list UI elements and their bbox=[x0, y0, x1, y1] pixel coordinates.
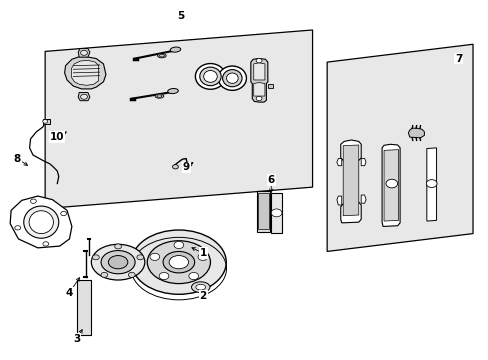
Text: 6: 6 bbox=[267, 175, 274, 185]
Ellipse shape bbox=[191, 282, 209, 293]
Text: 4: 4 bbox=[66, 288, 73, 297]
Polygon shape bbox=[361, 158, 366, 166]
Polygon shape bbox=[326, 44, 472, 251]
Polygon shape bbox=[253, 63, 264, 80]
Text: 2: 2 bbox=[199, 291, 206, 301]
Ellipse shape bbox=[195, 64, 225, 89]
Ellipse shape bbox=[163, 251, 194, 273]
Circle shape bbox=[15, 226, 20, 230]
Circle shape bbox=[81, 50, 87, 55]
Ellipse shape bbox=[24, 206, 59, 238]
Circle shape bbox=[256, 59, 262, 63]
Circle shape bbox=[256, 96, 262, 101]
Polygon shape bbox=[78, 93, 90, 101]
Ellipse shape bbox=[167, 89, 178, 94]
Circle shape bbox=[30, 199, 36, 203]
Ellipse shape bbox=[203, 71, 217, 82]
Circle shape bbox=[159, 273, 168, 280]
Polygon shape bbox=[407, 128, 424, 138]
Ellipse shape bbox=[196, 284, 205, 290]
Ellipse shape bbox=[218, 66, 246, 90]
Polygon shape bbox=[10, 196, 72, 248]
Polygon shape bbox=[426, 148, 436, 221]
Circle shape bbox=[43, 242, 49, 246]
Ellipse shape bbox=[226, 73, 238, 84]
Polygon shape bbox=[361, 195, 366, 203]
Polygon shape bbox=[271, 193, 282, 233]
Circle shape bbox=[92, 255, 99, 260]
Polygon shape bbox=[78, 49, 90, 57]
Circle shape bbox=[128, 273, 135, 277]
Polygon shape bbox=[336, 196, 341, 205]
Polygon shape bbox=[71, 60, 99, 85]
Ellipse shape bbox=[169, 256, 188, 269]
Text: 8: 8 bbox=[14, 154, 21, 163]
Polygon shape bbox=[256, 191, 269, 232]
Circle shape bbox=[172, 165, 178, 169]
Circle shape bbox=[271, 209, 282, 217]
Ellipse shape bbox=[29, 211, 53, 234]
Circle shape bbox=[101, 273, 107, 277]
Ellipse shape bbox=[155, 94, 163, 98]
Ellipse shape bbox=[91, 244, 144, 280]
Ellipse shape bbox=[131, 230, 226, 294]
Text: 9: 9 bbox=[182, 162, 189, 172]
Circle shape bbox=[188, 273, 198, 280]
Circle shape bbox=[42, 120, 47, 123]
Ellipse shape bbox=[101, 251, 135, 274]
Ellipse shape bbox=[157, 95, 162, 97]
Polygon shape bbox=[42, 119, 50, 123]
Polygon shape bbox=[381, 144, 399, 226]
Polygon shape bbox=[77, 280, 91, 336]
Text: 1: 1 bbox=[199, 248, 206, 258]
Ellipse shape bbox=[108, 256, 127, 269]
Circle shape bbox=[61, 211, 66, 216]
Polygon shape bbox=[336, 158, 341, 166]
Text: 5: 5 bbox=[177, 11, 184, 21]
Polygon shape bbox=[64, 57, 106, 89]
Ellipse shape bbox=[222, 69, 242, 87]
Circle shape bbox=[150, 253, 160, 260]
Circle shape bbox=[385, 179, 397, 188]
Polygon shape bbox=[257, 193, 268, 229]
Polygon shape bbox=[343, 145, 358, 216]
Circle shape bbox=[137, 255, 143, 260]
Ellipse shape bbox=[159, 54, 164, 57]
Circle shape bbox=[426, 180, 436, 188]
Polygon shape bbox=[383, 150, 398, 221]
Text: 7: 7 bbox=[454, 54, 461, 64]
Ellipse shape bbox=[170, 47, 181, 52]
Text: 10: 10 bbox=[50, 132, 64, 142]
Polygon shape bbox=[253, 82, 264, 96]
Polygon shape bbox=[250, 59, 267, 102]
Circle shape bbox=[174, 242, 183, 249]
Ellipse shape bbox=[157, 54, 166, 58]
Text: 3: 3 bbox=[73, 334, 80, 344]
Polygon shape bbox=[45, 30, 312, 208]
Circle shape bbox=[198, 253, 207, 260]
Polygon shape bbox=[340, 140, 361, 223]
Polygon shape bbox=[267, 84, 272, 88]
Ellipse shape bbox=[200, 67, 221, 86]
Ellipse shape bbox=[147, 241, 210, 284]
Circle shape bbox=[81, 94, 87, 99]
Circle shape bbox=[115, 244, 121, 249]
